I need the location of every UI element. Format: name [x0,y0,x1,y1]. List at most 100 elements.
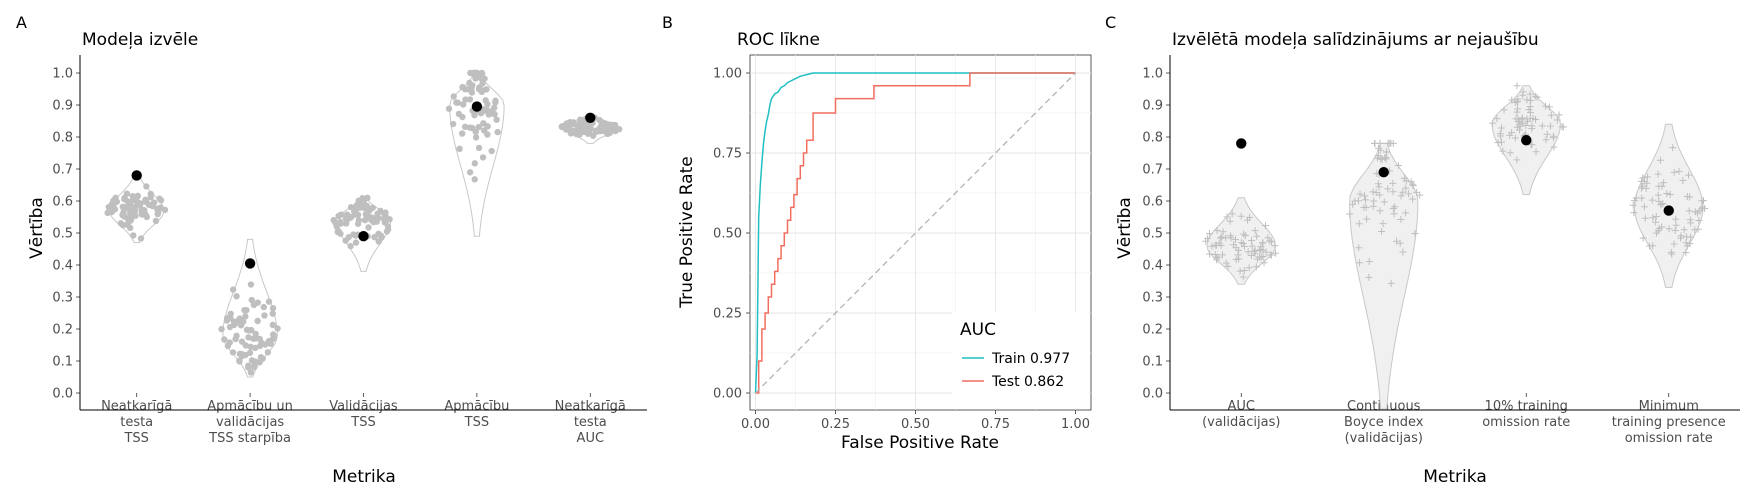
data-point [227,310,234,318]
data-point [1686,193,1694,201]
data-point [252,358,259,365]
data-point [472,134,480,141]
data-point [134,192,142,200]
data-point [1680,226,1688,234]
data-point [1683,233,1691,241]
data-point [1500,106,1508,114]
data-point [1266,237,1274,245]
data-point [1677,234,1684,242]
data-point [1389,204,1397,212]
data-point [1375,144,1382,152]
data-point [1698,197,1706,205]
data-point [494,128,501,136]
y-tick-label: 0.4 [1142,259,1163,274]
data-point [1227,234,1235,242]
data-point [1654,191,1662,199]
data-point [251,344,259,352]
data-point [1211,251,1219,259]
data-point [1639,234,1647,242]
data-point [1371,139,1379,147]
data-point [1235,255,1243,263]
y-tick-label: 0.5 [52,227,73,242]
data-point [1260,259,1268,267]
data-point [1555,111,1563,119]
data-point [1629,201,1637,209]
y-tick-label: 0.4 [52,259,73,274]
y-tick-label: 0.2 [1142,323,1163,338]
data-point [1643,179,1651,187]
data-point [454,99,462,106]
data-point [1524,117,1532,125]
data-point [147,190,154,198]
panel-b-legend: AUC Train 0.977 Test 0.862 [952,312,1089,408]
data-point [466,79,473,87]
data-point [136,201,144,209]
panel-b-y-ticks: 0.00 0.25 0.50 0.75 1.00 [713,67,750,402]
data-point [1383,148,1391,156]
data-point [1396,239,1404,247]
data-point [1208,242,1216,250]
y-tick-label: 0.2 [52,323,73,338]
legend-title: AUC [960,320,996,340]
data-point [479,154,487,161]
data-point [1686,240,1694,248]
data-point [587,125,595,132]
data-point [1649,214,1657,222]
data-point [1346,210,1354,218]
data-point [1240,266,1248,274]
data-point [1257,243,1265,251]
data-point [1361,192,1369,200]
data-point [1393,237,1401,245]
data-point [1378,227,1386,235]
data-point [366,207,373,214]
legend-background [952,312,1089,408]
data-point [1640,203,1648,211]
data-point [1518,115,1526,123]
data-point [1247,252,1255,260]
data-point [354,220,362,227]
data-point [1655,182,1663,190]
data-point [1222,259,1230,267]
panel-b-lines [754,72,1076,394]
data-point [1671,227,1679,235]
data-point [381,213,389,220]
data-point [1531,92,1539,100]
data-point [445,105,453,112]
data-point [229,349,237,356]
panel-a-title: Modeļa izvēle [82,30,198,50]
data-point [1638,182,1646,190]
roc-line-train [754,72,1076,394]
data-point [471,176,478,183]
data-point [1411,229,1419,237]
x-tick-label: Apmācību TSS [444,399,509,430]
selected-model-point [585,112,596,124]
panel-c-y-axis-title: Vērtība [1115,197,1135,259]
data-point [1694,225,1702,233]
y-tick-label: 0.3 [1142,291,1163,306]
panel-b: B ROC līkne 0.00 0.25 0.50 0.75 1.00 0.00 0.2… [662,13,1092,453]
data-point [1667,248,1675,256]
data-point [1641,214,1649,222]
y-tick-label: 0.25 [713,307,742,322]
data-point [270,333,278,340]
data-point [1253,232,1261,240]
data-point [1246,213,1254,221]
panel-c: C Izvēlētā modeļa salīdzinājums ar nejau… [1105,13,1740,487]
panel-b-x-ticks: 0.00 0.25 0.50 0.75 1.00 [741,410,1090,432]
data-point [359,195,366,202]
y-tick-label: 0.7 [1142,163,1163,178]
data-point [1559,123,1567,131]
x-tick-label: 0.25 [821,417,850,432]
data-point [1204,234,1212,242]
data-point [156,195,163,202]
data-point [449,120,457,128]
data-point [248,296,255,304]
y-tick-label: 0.8 [1142,131,1163,146]
data-point [1402,184,1410,192]
data-point [1656,156,1664,164]
y-tick-label: 0.0 [1142,387,1163,402]
selected-model-point [1236,138,1247,149]
data-point [1384,185,1392,193]
data-point [1356,259,1364,267]
data-point [1648,196,1656,204]
